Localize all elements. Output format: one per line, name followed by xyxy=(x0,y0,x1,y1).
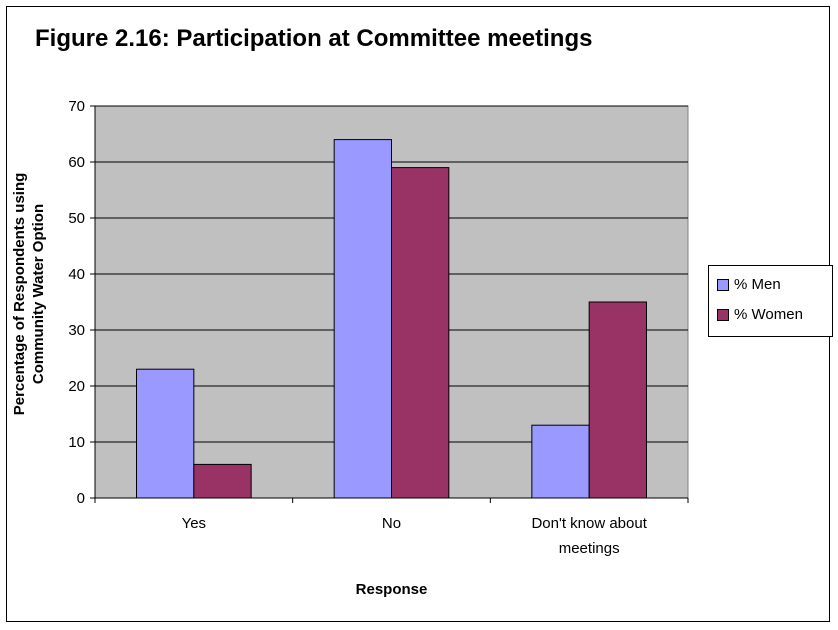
y-tick-label: 70 xyxy=(68,98,85,115)
legend-item-women: % Women xyxy=(717,306,803,323)
legend-label-women: % Women xyxy=(734,306,803,323)
bar xyxy=(391,167,450,499)
legend-item-men: % Men xyxy=(717,276,781,293)
legend: % Men % Women xyxy=(708,265,833,337)
y-tick-label: 60 xyxy=(68,154,85,171)
chart-title: Figure 2.16: Participation at Committee … xyxy=(35,25,593,52)
x-tick-label: Yes xyxy=(182,515,206,532)
bar xyxy=(193,463,252,499)
y-tick-label: 40 xyxy=(68,266,85,283)
y-axis-title-line: Community Water Option xyxy=(30,204,47,384)
y-tick-label: 20 xyxy=(68,378,85,395)
bar xyxy=(333,139,392,499)
y-tick-label: 50 xyxy=(68,210,85,227)
y-tick-label: 0 xyxy=(77,490,85,507)
legend-swatch-men xyxy=(717,278,729,291)
y-tick-label: 10 xyxy=(68,434,85,451)
bar xyxy=(588,301,647,499)
bar xyxy=(136,368,195,499)
legend-label-men: % Men xyxy=(734,276,781,293)
bar xyxy=(531,424,590,499)
y-axis-title-line: Percentage of Respondents using xyxy=(11,173,28,416)
y-tick-label: 30 xyxy=(68,322,85,339)
x-tick-label: No xyxy=(382,515,401,532)
x-tick-label: Don't know about xyxy=(531,515,647,532)
x-axis-title: Response xyxy=(356,581,428,598)
x-tick-label: meetings xyxy=(559,540,620,557)
legend-swatch-women xyxy=(717,308,729,321)
